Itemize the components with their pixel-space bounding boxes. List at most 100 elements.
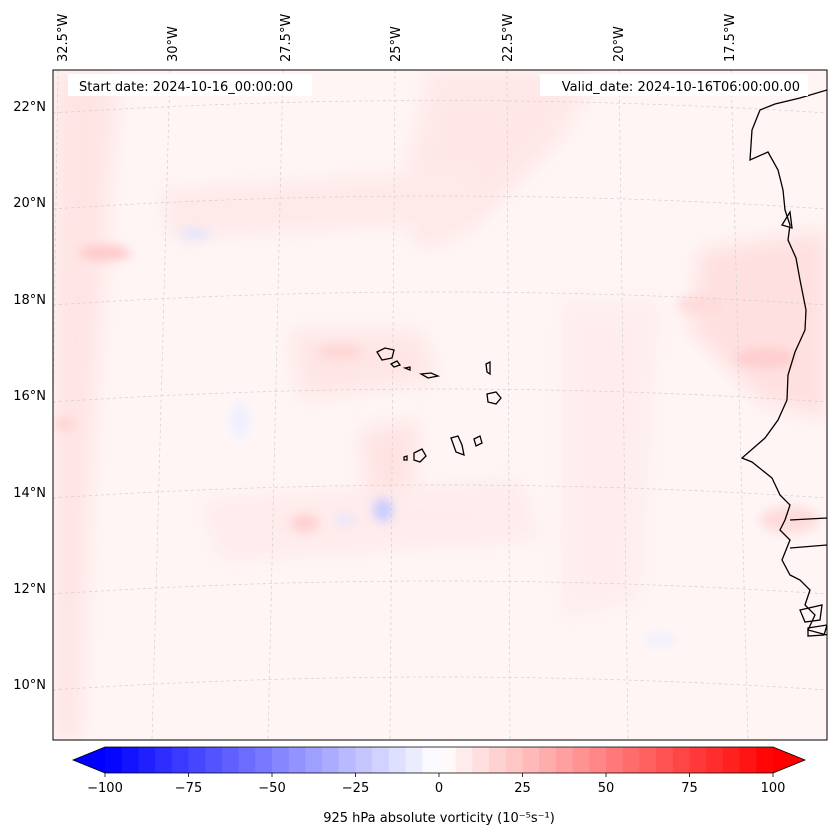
lon-tick-27-5: 27.5°W xyxy=(279,14,294,62)
colorbar-cell xyxy=(589,747,607,773)
colorbar-cell xyxy=(555,747,574,773)
lon-tick-30: 30°W xyxy=(166,26,181,62)
lat-tick-20: 20°N xyxy=(13,196,46,211)
colorbar-cell xyxy=(622,747,640,773)
colorbar-cell xyxy=(672,747,691,773)
lat-tick-16: 16°N xyxy=(13,389,46,404)
graticule-lat-14 xyxy=(53,484,827,499)
colorbar-tick-label: 75 xyxy=(681,781,698,796)
lat-tick-14: 14°N xyxy=(13,486,46,501)
colorbar-tick-label: −25 xyxy=(342,781,369,796)
vorticity-peak-edge xyxy=(55,416,75,432)
map-panel: Start date: 2024-10-16_00:00:00 Valid_da… xyxy=(53,70,827,740)
colorbar-cell xyxy=(105,747,123,773)
vorticity-peak-coast xyxy=(735,348,795,368)
colorbar-extend-high xyxy=(773,747,805,773)
colorbar-cell xyxy=(322,747,340,773)
vorticity-positive-band-13n xyxy=(200,480,540,560)
bissagos-island-south xyxy=(807,624,827,637)
colorbar-ticks: −100 −75 −50 −25 0 25 50 75 100 xyxy=(87,773,785,796)
colorbar-tick-label: 0 xyxy=(435,781,443,796)
colorbar-cell xyxy=(455,747,473,773)
graticule-lon-27-5 xyxy=(267,70,284,740)
colorbar-extend-low xyxy=(73,747,105,773)
colorbar-cell xyxy=(572,747,590,773)
vorticity-peak-west xyxy=(79,245,131,261)
colorbar-cells xyxy=(105,747,774,773)
coastline xyxy=(376,89,827,637)
lat-tick-18: 18°N xyxy=(13,293,46,308)
colorbar-cell xyxy=(121,747,139,773)
vorticity-positive-band-east xyxy=(560,300,660,620)
colorbar-tick-label: 50 xyxy=(598,781,615,796)
colorbar-tick-label: 25 xyxy=(514,781,531,796)
colorbar-cell xyxy=(706,747,724,773)
lat-tick-labels: 22°N 20°N 18°N 16°N 14°N 12°N 10°N xyxy=(13,100,46,693)
lon-tick-32-5: 32.5°W xyxy=(56,14,71,62)
colorbar-cell xyxy=(238,747,256,773)
lon-tick-20: 20°W xyxy=(612,26,627,62)
valid-date-label: Valid_date: 2024-10-16T06:00:00.00 xyxy=(562,80,800,95)
island-boa-vista xyxy=(486,391,502,405)
island-santiago xyxy=(450,435,465,457)
vorticity-peak-south xyxy=(291,514,319,532)
island-brava xyxy=(403,455,408,461)
colorbar-cell xyxy=(372,747,390,773)
coastal-island xyxy=(781,210,793,229)
graticule-lat-12 xyxy=(53,580,827,595)
colorbar-cell xyxy=(221,747,240,773)
vorticity-peak-islands xyxy=(318,345,362,359)
island-maio xyxy=(473,435,483,447)
west-africa-coastline xyxy=(740,89,827,636)
colorbar-cell xyxy=(388,747,407,773)
colorbar-cell xyxy=(539,747,557,773)
colorbar-cell xyxy=(188,747,206,773)
vorticity-positive-coast xyxy=(690,230,827,420)
colorbar-cell xyxy=(405,747,423,773)
vorticity-field xyxy=(53,70,827,740)
colorbar-cell xyxy=(439,747,457,773)
island-sao-nicolau xyxy=(418,372,441,379)
graticule xyxy=(53,70,827,740)
colorbar-label: 925 hPa absolute vorticity (10⁻⁵s⁻¹) xyxy=(323,811,555,826)
colorbar-cell xyxy=(722,747,741,773)
graticule-lat-10 xyxy=(53,676,827,691)
colorbar-tick-label: −75 xyxy=(175,781,202,796)
colorbar: −100 −75 −50 −25 0 25 50 75 100 925 hPa absolute… xyxy=(71,746,807,826)
island-sal xyxy=(485,360,491,376)
lon-tick-labels: 32.5°W 30°W 27.5°W 25°W 22.5°W 20°W 17.5… xyxy=(56,14,738,62)
colorbar-cell xyxy=(639,747,657,773)
colorbar-cell xyxy=(689,747,707,773)
colorbar-cell xyxy=(422,747,440,773)
lat-tick-12: 12°N xyxy=(13,582,46,597)
colorbar-cell xyxy=(255,747,273,773)
graticule-lon-20 xyxy=(618,70,629,740)
casamance-border xyxy=(789,544,827,549)
colorbar-cell xyxy=(505,747,524,773)
vorticity-peak-east xyxy=(676,296,724,314)
graticule-lon-22-5 xyxy=(506,70,511,740)
vorticity-negative-center xyxy=(373,498,393,522)
vorticity-negative-mid xyxy=(230,402,250,438)
colorbar-cell xyxy=(155,747,173,773)
colorbar-cell xyxy=(305,747,323,773)
colorbar-cell xyxy=(472,747,490,773)
graticule-lon-17-5 xyxy=(730,70,749,740)
bissagos-island xyxy=(799,604,823,623)
colorbar-tick-label: −50 xyxy=(258,781,285,796)
colorbar-cell xyxy=(171,747,190,773)
graticule-lat-16 xyxy=(53,388,827,403)
island-sao-vicente xyxy=(389,360,402,368)
colorbar-cell xyxy=(756,747,774,773)
island-santa-luzia xyxy=(402,366,411,371)
lon-tick-22-5: 22.5°W xyxy=(501,14,516,62)
colorbar-cell xyxy=(205,747,223,773)
vorticity-positive-band-18n xyxy=(160,170,470,240)
valid-date-box xyxy=(540,74,808,96)
colorbar-tick-label: 100 xyxy=(761,781,786,796)
graticule-lat-22 xyxy=(53,100,827,114)
graticule-lon-25 xyxy=(389,70,396,740)
lon-tick-25: 25°W xyxy=(389,26,404,62)
lon-tick-17-5: 17.5°W xyxy=(723,14,738,62)
